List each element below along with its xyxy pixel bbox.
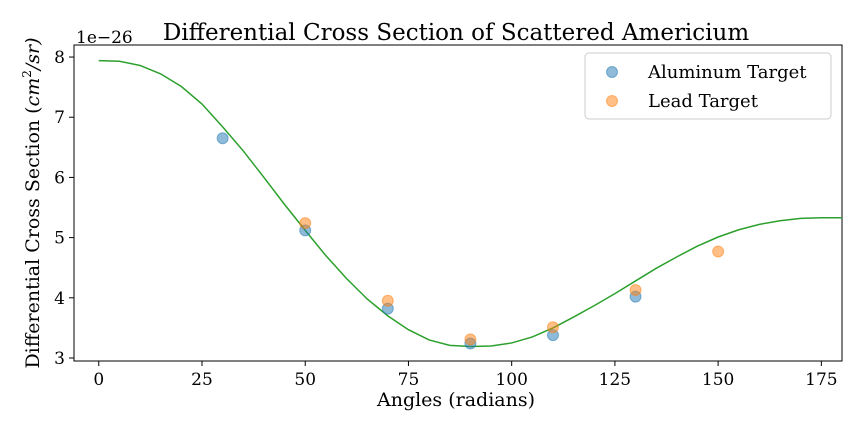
x-axis-ticks: 0 25 50 75 100 125 150 175	[93, 361, 838, 390]
lead-data-point	[381, 294, 394, 307]
legend-label-lead: Lead Target	[648, 91, 759, 112]
lead-data-point	[629, 283, 642, 296]
legend-marker-aluminum	[606, 66, 618, 78]
x-tick-label: 0	[93, 370, 104, 390]
legend-box	[584, 52, 832, 120]
x-tick-label: 75	[398, 370, 420, 390]
x-tick-label: 125	[599, 370, 631, 390]
x-tick-label: 50	[294, 370, 316, 390]
plot-area	[73, 44, 843, 362]
x-tick-label: 175	[805, 370, 837, 390]
lead-data-point	[464, 333, 477, 346]
y-axis-label: Differential Cross Section (cm2/sr)	[20, 37, 44, 368]
chart-title: Differential Cross Section of Scattered …	[163, 20, 750, 46]
x-tick-label: 150	[702, 370, 734, 390]
legend: Aluminum Target Lead Target	[584, 52, 832, 120]
y-axis-ticks: 3 4 5 6 7 8	[54, 48, 74, 369]
y-axis-label-exp: 2	[20, 70, 34, 78]
y-axis-label-main: Differential Cross Section (	[22, 106, 44, 368]
y-tick-label: 8	[54, 48, 65, 68]
lead-data-point	[299, 217, 312, 230]
lead-data-point	[712, 245, 725, 258]
y-tick-label: 4	[54, 289, 65, 309]
aluminum-data-point	[216, 132, 229, 145]
plot-frame	[73, 44, 843, 362]
x-tick-label: 100	[495, 370, 527, 390]
legend-marker-lead	[606, 95, 618, 107]
y-tick-label: 5	[54, 229, 65, 249]
data-points	[216, 132, 725, 350]
legend-label-aluminum: Aluminum Target	[647, 62, 807, 83]
y-offset-label: 1e−26	[76, 28, 133, 48]
x-axis-label: Angles (radians)	[376, 389, 535, 411]
y-axis-label-unit: cm	[22, 78, 44, 107]
y-tick-label: 7	[54, 108, 65, 128]
lead-data-point	[546, 321, 559, 334]
y-tick-label: 3	[54, 349, 65, 369]
y-axis-label-tail: /sr)	[22, 37, 44, 72]
x-tick-label: 25	[191, 370, 213, 390]
y-tick-label: 6	[54, 168, 65, 188]
